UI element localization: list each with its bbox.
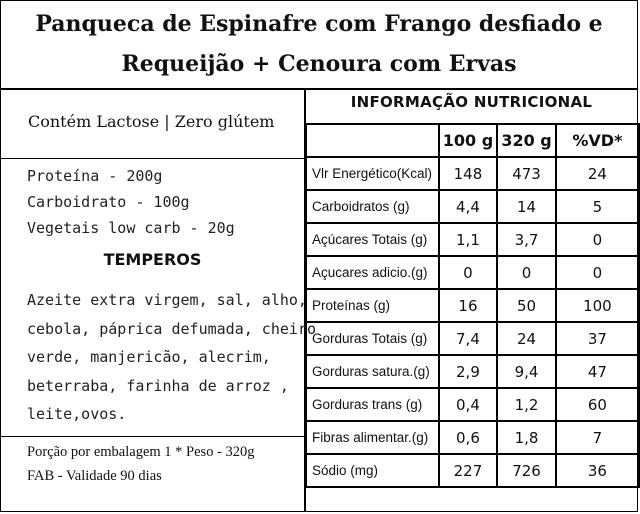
lactose-divider [0, 158, 305, 159]
lactose-gluten-label: Contém Lactose | Zero glútem [28, 112, 275, 131]
nutrition-row: Vlr Energético(Kcal) 148 473 24 [305, 156, 640, 191]
value-320g: 9,4 [496, 354, 557, 389]
nutrition-row: Sódio (mg) 227 726 36 [305, 453, 640, 488]
value-vd: 0 [554, 255, 640, 290]
validity: FAB - Validade 90 dias [27, 468, 162, 484]
nutrient-label: Açucares adicio.(g) [305, 255, 440, 290]
nutrition-row: Fibras alimentar.(g) 0,6 1,8 7 [305, 420, 640, 455]
value-vd: 0 [554, 222, 640, 257]
value-320g: 50 [496, 288, 557, 323]
nutrition-row: Gorduras satura.(g) 2,9 9,4 47 [305, 354, 640, 389]
nutrient-label: Vlr Energético(Kcal) [305, 156, 440, 191]
nutrition-header-row: 100 g 320 g %VD* [305, 123, 640, 158]
nutrient-label: Proteínas (g) [305, 288, 440, 323]
header-320g: 320 g [496, 123, 557, 158]
value-320g: 0 [496, 255, 557, 290]
value-320g: 473 [496, 156, 557, 191]
nutrition-row: Açucares adicio.(g) 0 0 0 [305, 255, 640, 290]
nutrient-label: Sódio (mg) [305, 453, 440, 488]
value-vd: 36 [554, 453, 640, 488]
value-320g: 726 [496, 453, 557, 488]
portion-weight: Porção por embalagem 1 * Peso - 320g [27, 444, 255, 460]
composition-vegetables: Vegetais low carb - 20g [27, 219, 235, 237]
title-divider [0, 88, 638, 90]
nutrition-title: INFORMAÇÃO NUTRICIONAL [350, 93, 593, 111]
nutrition-row: Gorduras Totais (g) 7,4 24 37 [305, 321, 640, 356]
temperos-line: Azeite extra virgem, sal, alho, [27, 291, 307, 309]
composition-carb: Carboidrato - 100g [27, 193, 190, 211]
value-vd: 7 [554, 420, 640, 455]
nutrient-label: Gorduras trans (g) [305, 387, 440, 422]
nutrition-table: 100 g 320 g %VD* Vlr Energético(Kcal) 148… [305, 123, 640, 488]
temperos-heading: TEMPEROS [103, 250, 202, 269]
value-100g: 1,1 [437, 222, 499, 257]
portion-info: Porção por embalagem 1 * Peso - 320g FAB… [27, 440, 255, 488]
nutrient-label: Gorduras satura.(g) [305, 354, 440, 389]
temperos-line: leite,ovos. [27, 405, 127, 423]
product-title-line-1: Panqueca de Espinafre com Frango desfiad… [35, 11, 603, 37]
temperos-line: cebola, páprica defumada, cheiro [27, 319, 316, 338]
header-empty [305, 123, 440, 158]
value-320g: 3,7 [496, 222, 557, 257]
nutrition-row: Açúcares Totais (g) 1,1 3,7 0 [305, 222, 640, 257]
product-title-line-2: Requeijão + Cenoura com Ervas [121, 51, 517, 77]
value-vd: 37 [554, 321, 640, 356]
nutrient-label: Fibras alimentar.(g) [305, 420, 440, 455]
nutrition-row: Carboidratos (g) 4,4 14 5 [305, 189, 640, 224]
value-100g: 16 [437, 288, 499, 323]
value-320g: 24 [496, 321, 557, 356]
value-100g: 4,4 [437, 189, 499, 224]
column-divider [304, 88, 306, 512]
header-vd: %VD* [554, 123, 640, 158]
value-100g: 0,6 [437, 420, 499, 455]
value-100g: 0,4 [437, 387, 499, 422]
value-100g: 7,4 [437, 321, 499, 356]
temperos-line: verde, manjericão, alecrim, [27, 348, 271, 366]
value-vd: 100 [554, 288, 640, 323]
value-vd: 24 [554, 156, 640, 191]
porcao-divider [0, 436, 305, 437]
temperos-list: Azeite extra virgem, sal, alho, cebola, … [27, 286, 316, 429]
header-100g: 100 g [437, 123, 499, 158]
value-320g: 1,2 [496, 387, 557, 422]
nutrient-label: Açúcares Totais (g) [305, 222, 440, 257]
composition-list: Proteína - 200g Carboidrato - 100g Veget… [27, 163, 235, 241]
value-320g: 14 [496, 189, 557, 224]
product-title: Panqueca de Espinafre com Frango desfiad… [0, 4, 638, 84]
nutrient-label: Carboidratos (g) [305, 189, 440, 224]
nutrition-row: Gorduras trans (g) 0,4 1,2 60 [305, 387, 640, 422]
composition-protein: Proteína - 200g [27, 167, 163, 185]
value-100g: 0 [437, 255, 499, 290]
value-100g: 2,9 [437, 354, 499, 389]
value-vd: 5 [554, 189, 640, 224]
value-100g: 227 [437, 453, 499, 488]
nutrient-label: Gorduras Totais (g) [305, 321, 440, 356]
value-vd: 47 [554, 354, 640, 389]
value-320g: 1,8 [496, 420, 557, 455]
temperos-line: beterraba, farinha de arroz , [27, 376, 289, 395]
value-100g: 148 [437, 156, 499, 191]
nutrition-row: Proteínas (g) 16 50 100 [305, 288, 640, 323]
value-vd: 60 [554, 387, 640, 422]
